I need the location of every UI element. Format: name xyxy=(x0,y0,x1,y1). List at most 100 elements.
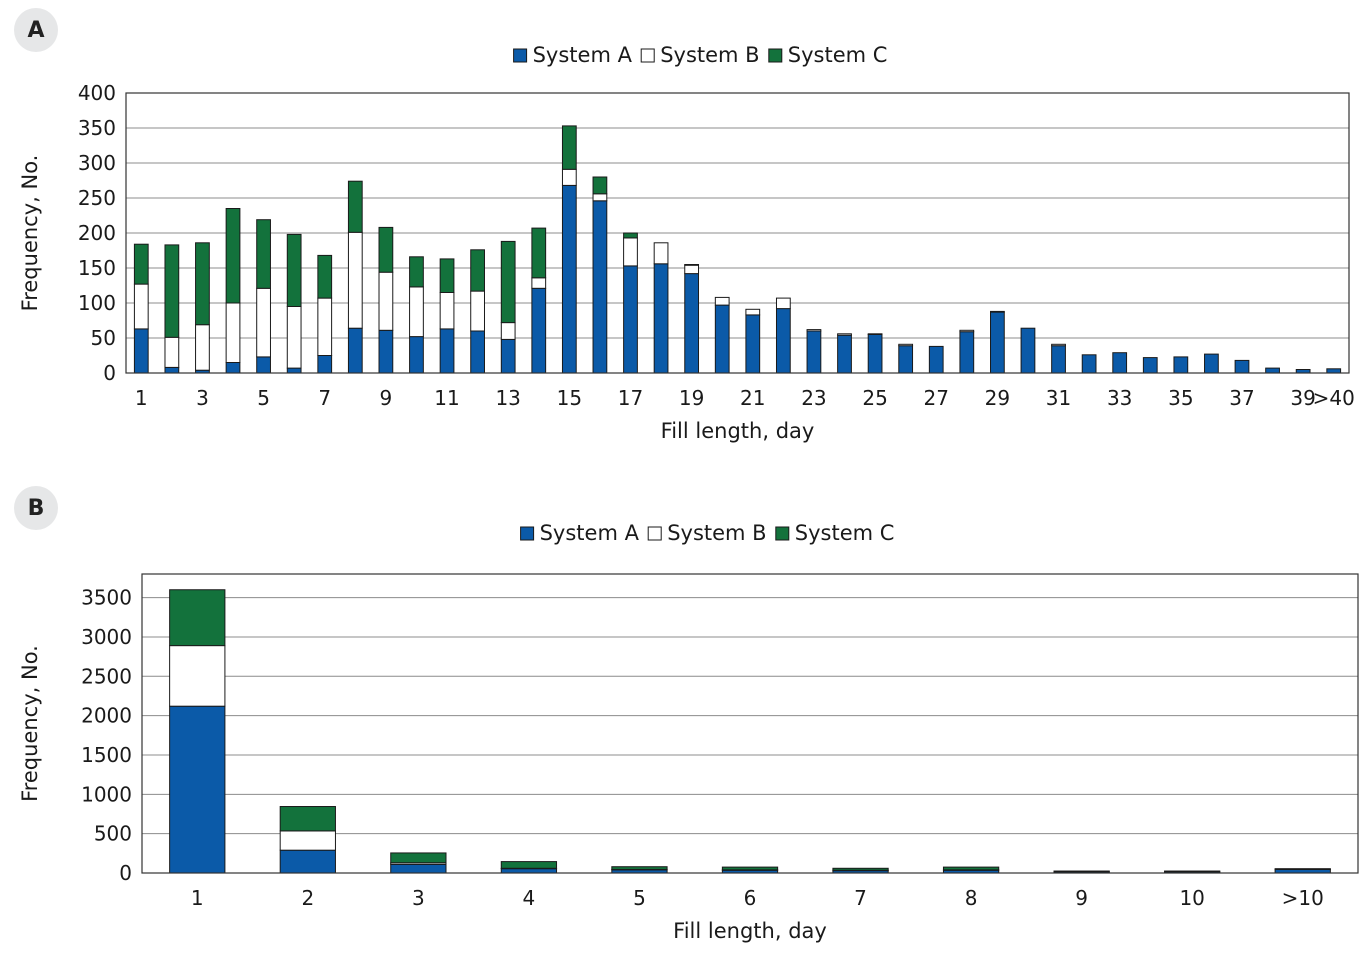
x-axis-label: Fill length, day xyxy=(661,419,815,443)
legend-item-system-c: System C xyxy=(769,43,888,67)
bar-segment-system-a xyxy=(593,201,607,373)
x-tick-label: 5 xyxy=(257,386,270,410)
y-tick-label: 3500 xyxy=(81,586,132,610)
y-tick-label: 100 xyxy=(78,291,116,315)
x-tick-label: 37 xyxy=(1229,386,1254,410)
x-tick-label: >10 xyxy=(1282,886,1324,910)
legend-item-system-a: System A xyxy=(521,521,640,545)
bar-segment-system-a xyxy=(991,312,1005,373)
bar-segment-system-c xyxy=(379,227,393,272)
legend-item-system-c: System C xyxy=(776,521,895,545)
bar-segment-system-b xyxy=(257,288,271,357)
x-axis-label: Fill length, day xyxy=(673,919,827,943)
x-tick-label: 15 xyxy=(557,386,582,410)
y-tick-label: 0 xyxy=(119,861,132,885)
bar-segment-system-a xyxy=(1021,328,1035,373)
bar-segment-system-b xyxy=(226,303,240,363)
bar-segment-system-a xyxy=(1235,360,1249,373)
bar-segment-system-a xyxy=(1143,358,1157,373)
bar-segment-system-a xyxy=(532,288,546,373)
bar-segment-system-c xyxy=(165,245,179,337)
bar-segment-system-c xyxy=(391,853,446,863)
x-tick-label: 3 xyxy=(412,886,425,910)
y-tick-label: 0 xyxy=(103,361,116,385)
bar-segment-system-a xyxy=(501,339,515,373)
legend-label: System C xyxy=(788,43,888,67)
bar-segment-system-a xyxy=(624,266,638,373)
bar-segment-system-c xyxy=(318,255,332,298)
bar-segment-system-b xyxy=(379,272,393,330)
bar-segment-system-a xyxy=(562,185,576,373)
bar-segment-system-a xyxy=(715,305,729,373)
bar-segment-system-a xyxy=(501,869,556,873)
bar-segment-system-a xyxy=(379,330,393,373)
x-tick-label: 2 xyxy=(301,886,314,910)
x-tick-label: 31 xyxy=(1046,386,1071,410)
x-tick-label: 17 xyxy=(618,386,643,410)
x-tick-label: 19 xyxy=(679,386,704,410)
bar-segment-system-a xyxy=(165,367,179,373)
x-tick-label: 3 xyxy=(196,386,209,410)
bar-segment-system-a xyxy=(440,329,454,373)
x-tick-label: 1 xyxy=(191,886,204,910)
x-tick-label: 7 xyxy=(318,386,331,410)
x-tick-label: 23 xyxy=(801,386,826,410)
bar-segment-system-c xyxy=(593,177,607,194)
bar-segment-system-c xyxy=(722,867,777,870)
bar-segment-system-b xyxy=(471,291,485,331)
x-tick-label: 8 xyxy=(965,886,978,910)
y-tick-label: 200 xyxy=(78,221,116,245)
bar-segment-system-b xyxy=(134,284,148,329)
panel-label-a: A xyxy=(14,8,58,52)
panel-label-b: B xyxy=(14,486,58,530)
bar-segment-system-b xyxy=(440,293,454,329)
y-tick-label: 150 xyxy=(78,256,116,280)
bar-segment-system-c xyxy=(257,220,271,289)
y-tick-label: 500 xyxy=(94,822,132,846)
bar-segment-system-a xyxy=(170,706,225,873)
bar-segment-system-a xyxy=(287,368,301,373)
bar-segment-system-b xyxy=(287,307,301,369)
x-tick-label: 1 xyxy=(135,386,148,410)
bar-segment-system-c xyxy=(1165,871,1220,872)
x-tick-label: 29 xyxy=(985,386,1010,410)
legend-swatch xyxy=(514,49,527,62)
bar-segment-system-a xyxy=(1113,353,1127,373)
bar-segment-system-a xyxy=(257,357,271,373)
bar-segment-system-b xyxy=(715,297,729,305)
bar-segment-system-a xyxy=(868,335,882,374)
legend-label: System A xyxy=(533,43,633,67)
bar-segment-system-c xyxy=(280,807,335,831)
bar-segment-system-c xyxy=(501,862,556,869)
bar-segment-system-c xyxy=(440,259,454,293)
bar-segment-system-a xyxy=(838,335,852,373)
y-tick-label: 3000 xyxy=(81,625,132,649)
bar-segment-system-b xyxy=(280,831,335,850)
legend-swatch xyxy=(521,527,534,540)
bar-segment-system-b xyxy=(196,325,210,371)
bar-segment-system-b xyxy=(776,298,790,309)
bar-segment-system-c xyxy=(562,126,576,169)
bar-segment-system-c xyxy=(532,228,546,278)
y-tick-label: 2500 xyxy=(81,664,132,688)
bar-segment-system-c xyxy=(612,867,667,870)
bar-segment-system-a xyxy=(410,337,424,373)
bar-segment-system-c xyxy=(471,250,485,291)
legend-item-system-a: System A xyxy=(514,43,633,67)
x-tick-label: >40 xyxy=(1313,386,1355,410)
bar-segment-system-a xyxy=(318,356,332,374)
bar-segment-system-b xyxy=(318,298,332,355)
x-tick-label: 27 xyxy=(924,386,949,410)
y-axis-label: Frequency, No. xyxy=(18,645,42,802)
bar-segment-system-a xyxy=(929,346,943,373)
legend-swatch xyxy=(776,527,789,540)
legend-swatch xyxy=(769,49,782,62)
bar-segment-system-a xyxy=(1174,357,1188,373)
legend-item-system-b: System B xyxy=(648,521,766,545)
bar-segment-system-a xyxy=(280,850,335,873)
bar-segment-system-b xyxy=(165,337,179,367)
bar-segment-system-a xyxy=(1082,355,1096,373)
